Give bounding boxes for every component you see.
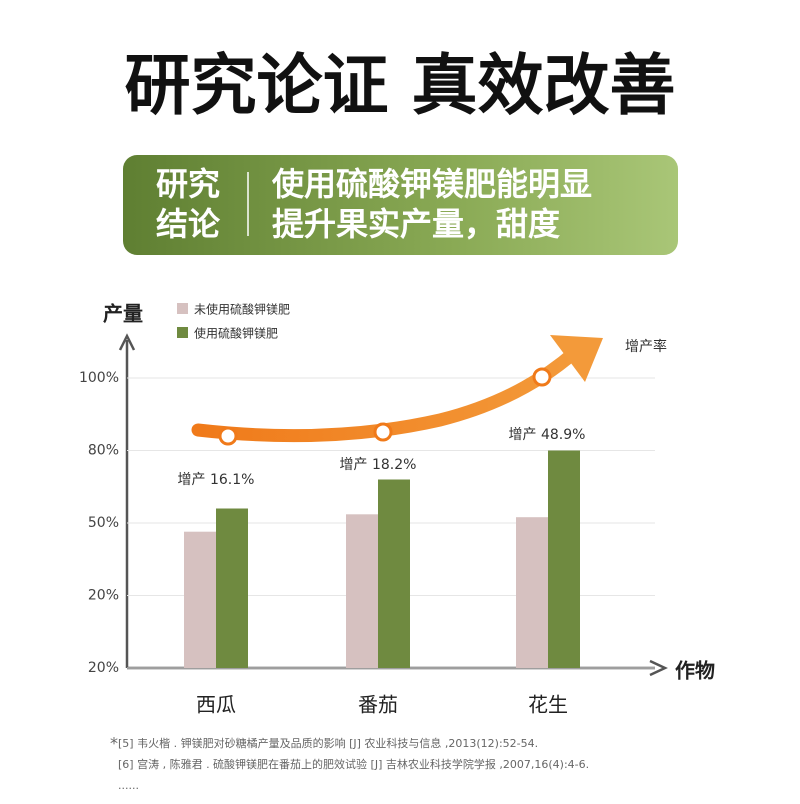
annotation: 增产 16.1% — [178, 472, 255, 488]
banner-label: 研究 — [156, 165, 220, 203]
title: 研究论证 真效改善 — [125, 47, 676, 124]
footnote: ...... — [118, 779, 139, 792]
banner — [123, 155, 678, 255]
y-tick-label: 80% — [88, 443, 119, 459]
annotation: 增产 48.9% — [509, 427, 586, 443]
legend-swatch — [177, 303, 188, 314]
bar — [216, 508, 248, 668]
x-axis-label: 作物 — [675, 659, 715, 683]
x-tick-label: 花生 — [528, 693, 568, 717]
y-tick-label: 20% — [88, 660, 119, 676]
annotation: 增产率 — [625, 338, 667, 355]
banner-text: 提升果实产量，甜度 — [272, 205, 560, 243]
trend-arrow — [191, 335, 603, 446]
footnote: [6] 宫涛 , 陈雅君 . 硫酸钾镁肥在番茄上的肥效试验 [J] 吉林农业科技… — [118, 757, 589, 771]
legend-swatch — [177, 327, 188, 338]
footnote-marker: * — [110, 734, 118, 753]
y-tick-label: 20% — [88, 588, 119, 604]
x-tick-label: 西瓜 — [196, 693, 236, 717]
legend-label: 未使用硫酸钾镁肥 — [194, 302, 290, 317]
banner-label: 结论 — [156, 205, 221, 243]
x-tick-label: 番茄 — [358, 693, 398, 717]
y-axis-label: 产量 — [103, 302, 143, 326]
bar — [346, 514, 378, 668]
bar — [548, 450, 580, 668]
legend-label: 使用硫酸钾镁肥 — [194, 326, 278, 341]
footnote: [5] 韦火楷 . 钾镁肥对砂糖橘产量及品质的影响 [J] 农业科技与信息 ,2… — [118, 736, 538, 750]
annotation: 增产 18.2% — [340, 457, 417, 473]
bar — [184, 531, 216, 668]
bar — [378, 479, 410, 668]
bar — [516, 517, 548, 668]
axes — [118, 333, 668, 677]
y-tick-label: 50% — [88, 515, 119, 531]
banner-text: 使用硫酸钾镁肥能明显 — [271, 165, 592, 203]
y-tick-label: 100% — [79, 370, 119, 386]
